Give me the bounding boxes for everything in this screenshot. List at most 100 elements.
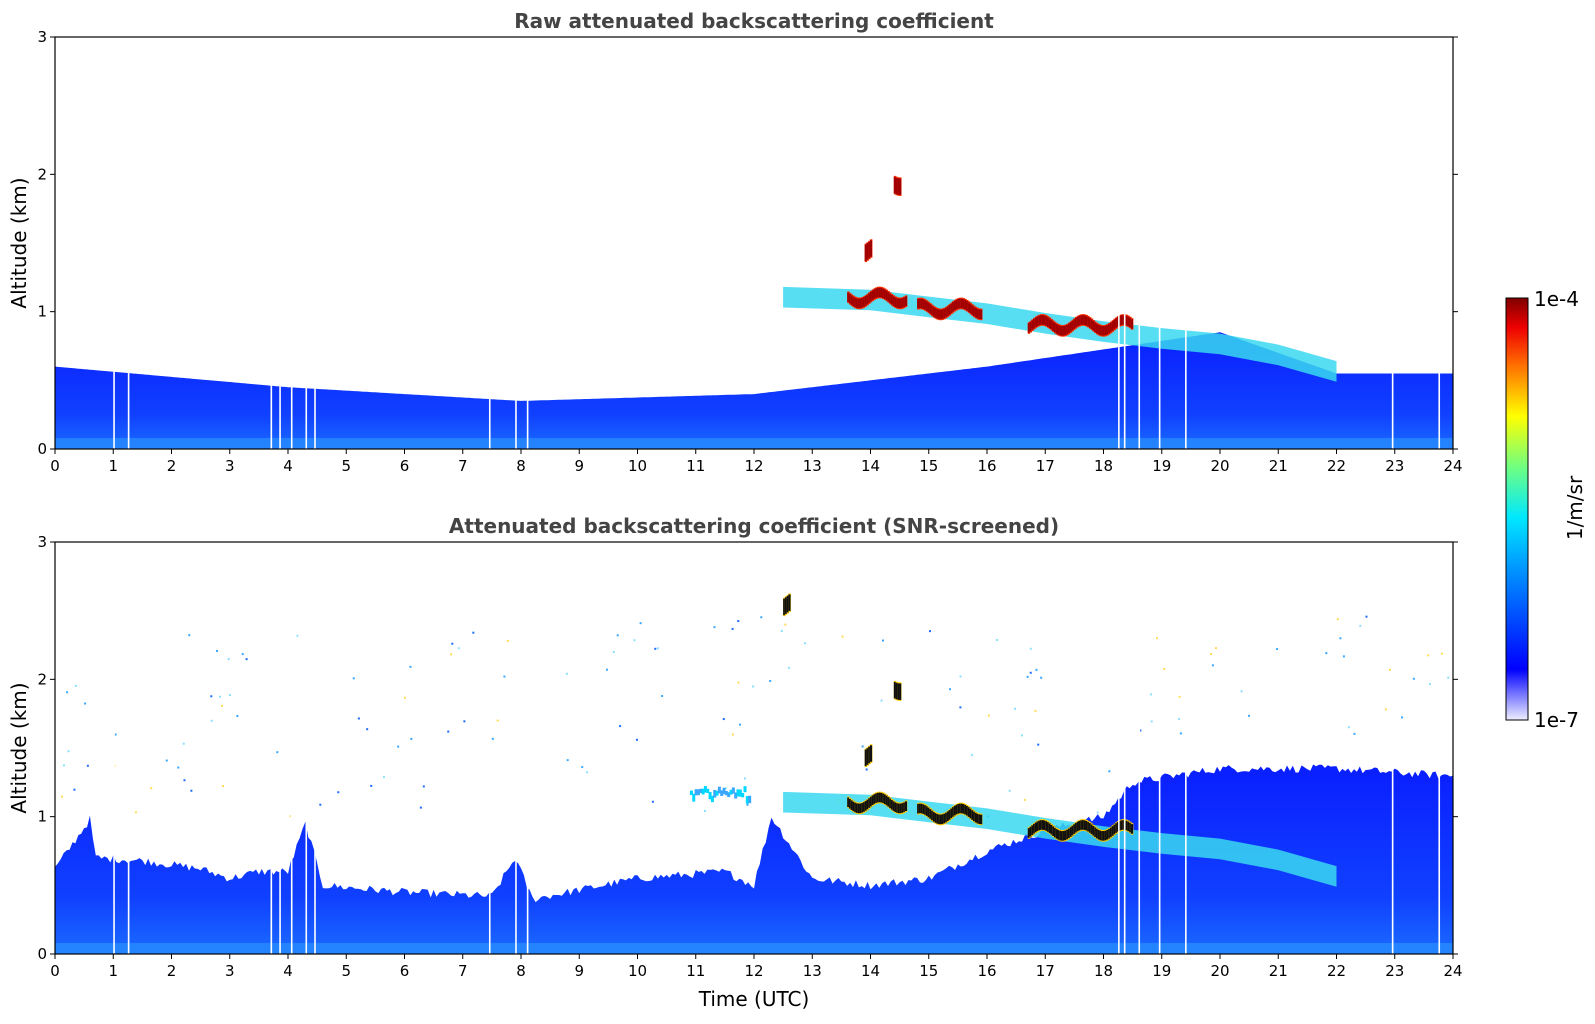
colorbar: 1e-4 1e-7 1/m/sr	[1505, 287, 1587, 732]
cloud-core	[969, 303, 972, 314]
cloud-core	[1062, 830, 1065, 841]
noise-speck	[1150, 720, 1153, 723]
cloud-core	[897, 803, 901, 814]
noise-speck	[1412, 677, 1415, 680]
cloud-core	[896, 298, 899, 308]
cloud-core	[939, 814, 943, 825]
cloud-core	[1095, 828, 1099, 839]
cloud-core	[1036, 821, 1039, 832]
cloud-core	[899, 178, 902, 195]
cloud-core	[929, 304, 932, 314]
noise-speck	[84, 702, 87, 705]
cloud-core	[955, 299, 958, 310]
x-tick-label: 11	[686, 457, 705, 475]
noise-speck	[236, 714, 239, 717]
panel-screened-plot-area	[55, 542, 1453, 954]
noise-speck	[114, 733, 117, 736]
noise-speck	[743, 777, 746, 780]
cloud-core	[922, 804, 925, 814]
cloud-core	[1129, 317, 1132, 328]
x-tick-label: 15	[919, 457, 938, 475]
data-gap-column	[1391, 542, 1394, 954]
noise-speck	[724, 787, 727, 790]
cloud-core	[1109, 827, 1113, 838]
cloud-core	[1053, 827, 1057, 838]
noise-speck	[1035, 668, 1038, 671]
noise-speck	[419, 806, 422, 809]
cloud-core	[959, 803, 962, 814]
cloud-core	[971, 810, 974, 820]
x-tick-label: 21	[1269, 457, 1288, 475]
data-gap-column	[526, 542, 529, 954]
cloud-patch-cell	[724, 790, 728, 796]
cloud-core	[873, 289, 876, 299]
noise-speck	[752, 685, 755, 688]
cloud-core	[1125, 315, 1128, 326]
cloud-core	[1122, 820, 1125, 830]
x-tick-label: 21	[1269, 962, 1288, 980]
data-gap-column	[488, 37, 491, 449]
cloud-core	[1057, 830, 1060, 840]
noise-speck	[165, 759, 168, 762]
noise-speck	[276, 751, 279, 754]
data-gap-column	[113, 37, 115, 449]
x-tick-label: 2	[167, 457, 177, 475]
noise-speck	[1096, 811, 1099, 814]
cloud-core	[857, 803, 860, 814]
cloud-core	[1081, 820, 1085, 830]
cloud-core	[903, 802, 906, 813]
noise-speck	[788, 666, 791, 669]
cloud-core	[847, 292, 850, 303]
noise-speck	[409, 665, 412, 668]
cloud-core	[903, 297, 906, 308]
cloud-core	[960, 803, 963, 814]
x-tick-label: 19	[1152, 457, 1171, 475]
cloud-patch-cell	[701, 788, 705, 795]
cloud-core	[943, 308, 946, 319]
data-gap-column	[488, 542, 491, 954]
cloud-patch-cell	[736, 789, 740, 797]
cloud-core	[1052, 321, 1055, 331]
noise-speck	[73, 788, 76, 791]
noise-speck	[74, 684, 77, 687]
noise-speck	[220, 704, 223, 707]
data-gap-column	[1438, 542, 1441, 954]
cloud-patch-cell	[703, 786, 707, 793]
cloud-patch-cell	[731, 787, 735, 794]
cloud-core	[1033, 318, 1036, 329]
cloud-core	[1085, 820, 1088, 831]
x-tick-label: 15	[919, 962, 938, 980]
cloud-core	[1120, 820, 1123, 830]
cloud-core	[1071, 320, 1074, 331]
cloud-core	[1101, 831, 1104, 841]
cloud-core	[1108, 323, 1111, 334]
cloud-core	[901, 803, 904, 813]
cloud-core	[1078, 315, 1081, 326]
noise-speck	[1020, 734, 1023, 737]
cloud-core	[1073, 319, 1076, 329]
cloud-core	[1040, 820, 1043, 830]
y-tick-label: 1	[37, 808, 47, 826]
cloud-core	[1090, 824, 1093, 835]
data-gap-column	[279, 542, 281, 954]
cloud-core	[973, 306, 976, 317]
cloud-core	[862, 297, 866, 307]
noise-speck	[1347, 726, 1350, 729]
cloud-core	[1118, 316, 1121, 326]
cloud-core	[1031, 320, 1034, 330]
cloud-core	[1083, 820, 1086, 830]
cloud-core	[887, 797, 890, 807]
cloud-core	[882, 288, 885, 299]
cloud-core	[939, 309, 943, 320]
noise-speck	[506, 639, 509, 642]
noise-speck	[134, 811, 137, 814]
cloud-core	[883, 289, 887, 300]
noise-speck	[451, 642, 454, 645]
cloud-core	[893, 176, 896, 194]
cloud-core	[922, 299, 925, 309]
x-tick-label: 20	[1210, 457, 1229, 475]
cloud-core	[924, 300, 927, 310]
noise-speck	[1427, 654, 1430, 657]
cloud-patch-cell	[722, 787, 726, 795]
